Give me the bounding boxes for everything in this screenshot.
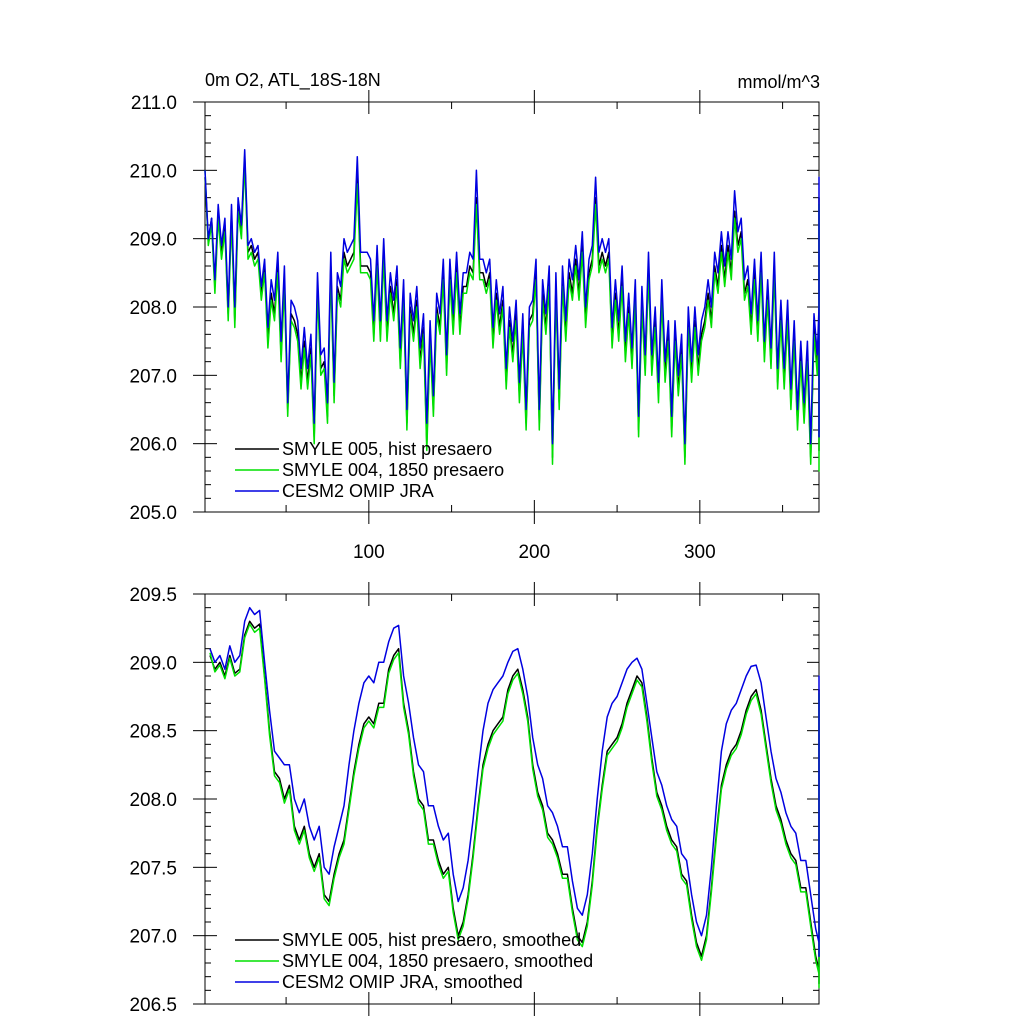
- legend-label: SMYLE 004, 1850 presaero: [282, 460, 504, 480]
- y-tick-label: 207.5: [129, 858, 177, 879]
- y-tick-label: 209.0: [129, 653, 177, 674]
- legend: SMYLE 005, hist presaero, smoothedSMYLE …: [235, 930, 593, 992]
- legend-label: SMYLE 004, 1850 presaero, smoothed: [282, 951, 593, 971]
- y-tick-label: 209.0: [129, 230, 177, 251]
- top-panel: 0m O2, ATL_18S-18N mmol/m^3 205.0206.020…: [129, 70, 820, 563]
- y-tick-label: 206.0: [129, 435, 177, 456]
- y-tick-label: 206.5: [129, 995, 177, 1016]
- axis-ticks: 206.5 207.0 207.5 208.0 208.5 209.0 209.5: [129, 582, 819, 1016]
- units-label: mmol/m^3: [738, 72, 820, 92]
- bottom-panel: 206.5 207.0 207.5 208.0 208.5 209.0 209.5 SMYL…: [129, 582, 820, 1016]
- y-tick-label: 208.0: [129, 298, 177, 319]
- y-tick-label: 205.0: [129, 503, 177, 524]
- series-line: [204, 155, 820, 459]
- legend-label: SMYLE 005, hist presaero, smoothed: [282, 930, 581, 950]
- x-tick-label: 100: [353, 542, 385, 563]
- y-tick-label: 207.0: [129, 366, 177, 387]
- y-tick-label: 208.5: [129, 722, 177, 743]
- y-tick-label: 211.0: [131, 93, 177, 114]
- y-tick-label: 210.0: [129, 161, 177, 182]
- series-line: [204, 149, 820, 445]
- chart-title: 0m O2, ATL_18S-18N: [205, 70, 381, 91]
- y-tick-label: 208.0: [129, 790, 177, 811]
- legend-label: CESM2 OMIP JRA: [282, 481, 434, 501]
- series-line: [209, 606, 820, 957]
- legend-label: SMYLE 005, hist presaero: [282, 439, 492, 459]
- series-group: [204, 149, 820, 472]
- axis-ticks: 205.0 206.0 207.0 208.0 209.0 210.0 211.0 100 20…: [129, 90, 819, 563]
- y-tick-label: 209.5: [129, 585, 177, 606]
- x-tick-label: 300: [684, 542, 716, 563]
- x-tick-label: 200: [518, 542, 550, 563]
- y-tick-label: 207.0: [129, 927, 177, 948]
- legend-label: CESM2 OMIP JRA, smoothed: [282, 972, 523, 992]
- series-group: [209, 606, 820, 989]
